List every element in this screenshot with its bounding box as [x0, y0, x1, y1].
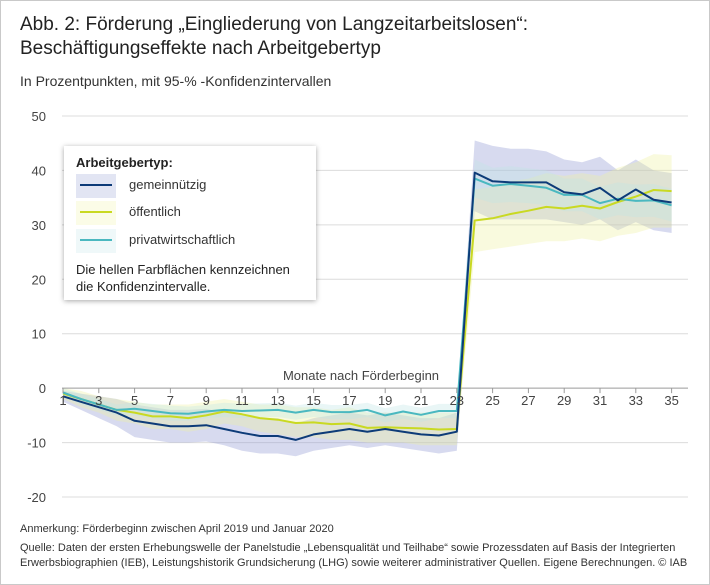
series-line-layer: [62, 171, 672, 441]
legend-label-privatwirtschaftlich: privatwirtschaftlich: [129, 232, 236, 247]
legend-note-line-1: Die hellen Farbflächen kennzeichnen: [76, 262, 290, 277]
x-tick-label-9: 9: [203, 393, 210, 408]
legend-label-oeffentlich: öffentlich: [129, 204, 181, 219]
source-line-1: Quelle: Daten der ersten Erhebungswelle …: [20, 542, 676, 554]
x-tick-label-35: 35: [664, 393, 678, 408]
legend-item-oeffentlich: öffentlich: [76, 201, 306, 225]
legend-line-gemeinnuetzig: [80, 184, 112, 186]
x-tick-label-layer: 1 3 5 7 9 11 13 15 17 19 21 23 25 27 29 31 33 35: [59, 388, 679, 408]
confidence-band-1: [63, 154, 672, 446]
x-tick-label-19: 19: [378, 393, 392, 408]
x-tick-label-23: 23: [450, 393, 464, 408]
chart-title-line-1: Abb. 2: Förderung „Eingliederung von Lan…: [20, 14, 529, 35]
confidence-band-0: [63, 140, 672, 457]
footnote: Anmerkung: Förderbeginn zwischen April 2…: [20, 523, 334, 535]
y-tick-label--10: -10: [27, 436, 46, 451]
x-tick-label-3: 3: [95, 393, 102, 408]
x-tick-label-27: 27: [521, 393, 535, 408]
legend-title: Arbeitgebertyp:: [76, 155, 173, 170]
x-tick-label-33: 33: [629, 393, 643, 408]
legend-label-gemeinnuetzig: gemeinnützig: [129, 177, 207, 192]
legend-band-oeffentlich: [76, 201, 116, 225]
legend-swatch-privatwirtschaftlich: [76, 229, 116, 253]
chart-title: Abb. 2: Förderung „Eingliederung von Lan…: [20, 13, 700, 61]
chart-title-line-2: Beschäftigungseffekte nach Arbeitgeberty…: [20, 38, 381, 59]
x-tick-label-11: 11: [235, 393, 249, 408]
x-tick-label-7: 7: [167, 393, 174, 408]
x-axis-label: Monate nach Förderbeginn: [283, 368, 439, 383]
x-tick-label-25: 25: [485, 393, 499, 408]
confidence-band-layer: [63, 140, 672, 457]
y-tick-label-30: 30: [32, 218, 46, 233]
legend-line-oeffentlich: [80, 211, 112, 213]
legend-item-privatwirtschaftlich: privatwirtschaftlich: [76, 229, 306, 253]
legend-line-privatwirtschaftlich: [80, 239, 112, 241]
grid-layer: [62, 115, 688, 498]
series-line-1: [62, 189, 672, 431]
y-tick-label-50: 50: [32, 109, 46, 124]
confidence-band-2: [63, 159, 672, 423]
x-tick-label-17: 17: [342, 393, 356, 408]
x-tick-label-31: 31: [593, 393, 607, 408]
y-tick-label--20: -20: [27, 490, 46, 505]
x-tick-label-29: 29: [557, 393, 571, 408]
x-tick-label-15: 15: [306, 393, 320, 408]
series-line-0: [62, 171, 672, 441]
legend-band-gemeinnuetzig: [76, 174, 116, 198]
x-tick-label-5: 5: [131, 393, 138, 408]
x-tick-label-1: 1: [59, 393, 66, 408]
legend-swatch-gemeinnuetzig: [76, 174, 116, 198]
y-tick-label-40: 40: [32, 163, 46, 178]
legend-swatch-oeffentlich: [76, 201, 116, 225]
chart-subtitle: In Prozentpunkten, mit 95-% -Konfidenzin…: [20, 73, 332, 89]
y-tick-label-20: 20: [32, 272, 46, 287]
series-line-2: [62, 177, 672, 417]
x-tick-label-21: 21: [414, 393, 428, 408]
legend-note: Die hellen Farbflächen kennzeichnen die …: [76, 261, 306, 295]
legend-note-line-2: die Konfidenzintervalle.: [76, 279, 211, 294]
legend: Arbeitgebertyp: gemeinnützig öffentlich …: [64, 146, 316, 300]
source-line-2: Erwerbsbiographien (IEB), Leistungshisto…: [20, 557, 688, 569]
y-tick-label-layer: -20 -10 0 10 20 30 40 50: [27, 109, 46, 505]
y-tick-label-0: 0: [39, 381, 46, 396]
y-tick-label-10: 10: [32, 327, 46, 342]
legend-item-gemeinnuetzig: gemeinnützig: [76, 174, 306, 198]
legend-band-privatwirtschaftlich: [76, 229, 116, 253]
x-tick-label-13: 13: [271, 393, 285, 408]
